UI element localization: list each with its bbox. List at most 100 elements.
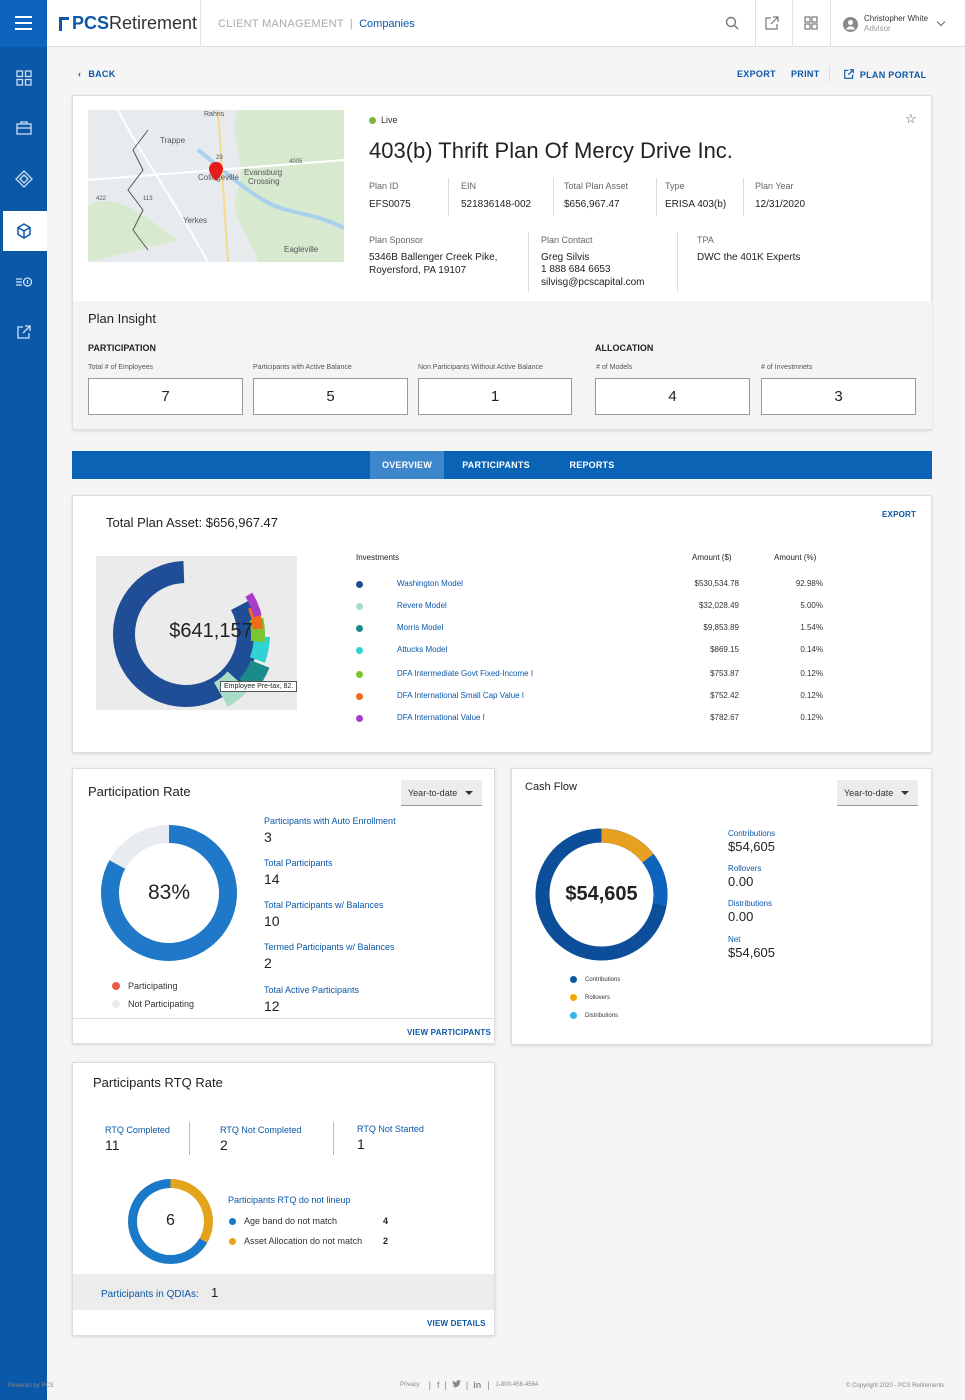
legend-contributions: Contributions: [570, 976, 620, 983]
location-map[interactable]: Trappe Collegeville Evansburg Crossing Y…: [88, 110, 344, 262]
back-link[interactable]: ‹ BACK: [78, 69, 116, 79]
legend-asset-allocation: Asset Allocation do not match: [229, 1236, 362, 1246]
svg-text:Eagleville: Eagleville: [284, 245, 319, 254]
legend-participating: Participating: [112, 981, 178, 991]
total-asset-label: Total Plan Asset: [564, 181, 629, 191]
cube-icon[interactable]: [0, 211, 47, 251]
investment-name-link[interactable]: Washington Model: [397, 579, 463, 588]
participation-period-dropdown[interactable]: Year-to-date: [401, 780, 482, 806]
briefcase-icon[interactable]: [0, 108, 47, 148]
total-plan-asset-title: Total Plan Asset: $656,967.47: [106, 515, 279, 530]
cash-flow-card: [511, 768, 932, 1045]
ein-value: 521836148-002: [461, 199, 532, 210]
dashboard-icon[interactable]: [0, 58, 47, 98]
rtq-completed-value: 11: [105, 1137, 120, 1153]
tab-overview[interactable]: OVERVIEW: [370, 451, 444, 479]
menu-icon[interactable]: [0, 0, 47, 47]
export-link[interactable]: EXPORT: [737, 69, 776, 79]
view-participants-link[interactable]: VIEW PARTICIPANTS: [407, 1028, 491, 1037]
insight-box-models: 4: [595, 378, 750, 415]
footer-links: Privacy | f | | in | 1-800-456-4564: [400, 1380, 539, 1390]
insight-box-investments: 3: [761, 378, 916, 415]
pcs-logo[interactable]: PCS Retirement: [59, 13, 197, 34]
external-link-icon: [844, 69, 857, 80]
view-details-link[interactable]: VIEW DETAILS: [427, 1319, 486, 1328]
breadcrumb-current: Companies: [359, 18, 415, 30]
user-menu[interactable]: Christopher White Advisor: [843, 14, 946, 34]
participation-stat-value: 14: [264, 871, 280, 887]
cf-contributions-value: $54,605: [728, 839, 775, 854]
participating-slice: [101, 825, 237, 961]
investment-amount: $530,534.78: [694, 579, 740, 588]
investment-name-link[interactable]: Morris Model: [397, 623, 444, 632]
cf-distributions-label: Distributions: [728, 899, 773, 908]
investment-percent: 0.14%: [800, 645, 823, 654]
svg-text:Trappe: Trappe: [160, 136, 186, 145]
svg-text:113: 113: [143, 196, 153, 202]
rollovers-slice: [601, 828, 654, 863]
svg-text:Rahns: Rahns: [204, 111, 225, 118]
contact-email[interactable]: silvisg@pcscapital.com: [541, 277, 645, 288]
investment-name-link[interactable]: DFA International Value I: [397, 713, 485, 722]
powered-by: Powered by PCS: [8, 1383, 54, 1389]
facebook-icon[interactable]: f: [437, 1380, 440, 1390]
type-label: Type: [665, 181, 685, 191]
plan-insight-title: Plan Insight: [88, 311, 156, 326]
tpa-value: DWC the 401K Experts: [697, 252, 801, 263]
apps-grid-icon[interactable]: [804, 16, 820, 32]
legend-dot-icon: [356, 603, 363, 610]
investment-percent: 0.12%: [800, 691, 823, 700]
sponsor-line1: 5346B Ballenger Creek Pike,: [369, 252, 498, 263]
star-icon[interactable]: ☆: [905, 111, 917, 126]
investment-amount: $753.87: [710, 669, 739, 678]
participation-stat-value: 10: [264, 913, 280, 929]
linkedin-icon[interactable]: in: [473, 1380, 482, 1390]
external-link-icon[interactable]: [0, 312, 47, 352]
participation-donut-chart[interactable]: [100, 824, 238, 962]
rtq-not-completed-value: 2: [220, 1137, 228, 1153]
investment-name-link[interactable]: Revere Model: [397, 601, 447, 610]
chart-tooltip: Employee Pre-tax, 82.: [220, 681, 298, 692]
participation-heading: PARTICIPATION: [88, 343, 156, 353]
chevron-down-icon[interactable]: [936, 17, 946, 27]
investment-amount: $782.67: [710, 713, 739, 722]
user-role: Advisor: [864, 24, 891, 33]
export-asset-link[interactable]: EXPORT: [882, 510, 917, 519]
privacy-link[interactable]: Privacy: [400, 1382, 420, 1388]
investment-name-link[interactable]: Attucks Model: [397, 645, 448, 654]
avatar-icon: [843, 16, 858, 32]
tab-bar: OVERVIEW PARTICIPANTS REPORTS: [72, 451, 932, 479]
sponsor-line2: Royersford, PA 19107: [369, 265, 467, 276]
cash-flow-title: Cash Flow: [525, 781, 577, 793]
breadcrumb-section[interactable]: CLIENT MANAGEMENT: [218, 18, 344, 30]
insight-box-non-participants: 1: [418, 378, 572, 415]
diamond-icon[interactable]: [0, 159, 47, 199]
open-external-icon[interactable]: [765, 16, 781, 32]
tab-reports[interactable]: REPORTS: [569, 460, 615, 470]
investment-percent: 92.98%: [795, 579, 823, 588]
tab-participants[interactable]: PARTICIPANTS: [462, 460, 530, 470]
participation-stat-value: 3: [264, 829, 272, 845]
search-icon[interactable]: [725, 16, 741, 32]
participation-stat-value: 2: [264, 955, 272, 971]
investment-amount: $752.42: [710, 691, 739, 700]
cash-flow-period-dropdown[interactable]: Year-to-date: [837, 780, 918, 806]
plan-portal-link[interactable]: PLAN PORTAL: [844, 69, 926, 80]
total-plan-asset-card: [72, 495, 932, 753]
asset-donut-center: $641,157: [169, 620, 253, 642]
print-link[interactable]: PRINT: [791, 69, 820, 79]
insight-label-employees: Total # of Employees: [88, 364, 153, 371]
investments-header: Investments: [356, 553, 400, 562]
asset-slice: [113, 561, 259, 707]
insight-box-employees: 7: [88, 378, 243, 415]
twitter-icon[interactable]: [451, 1380, 461, 1390]
asset-allocation-slice: [170, 1179, 213, 1243]
contact-phone: 1 888 684 6653: [541, 264, 611, 275]
participation-stat-label: Total Participants: [264, 858, 333, 868]
money-list-icon[interactable]: [0, 262, 47, 302]
investment-name-link[interactable]: DFA Intermediate Govt Fixed-Income I: [397, 669, 534, 678]
rtq-donut-chart[interactable]: [127, 1178, 214, 1265]
cash-flow-donut-chart[interactable]: [532, 825, 671, 964]
legend-age-band: Age band do not match: [229, 1216, 337, 1226]
investment-name-link[interactable]: DFA International Small Cap Value I: [397, 691, 525, 700]
